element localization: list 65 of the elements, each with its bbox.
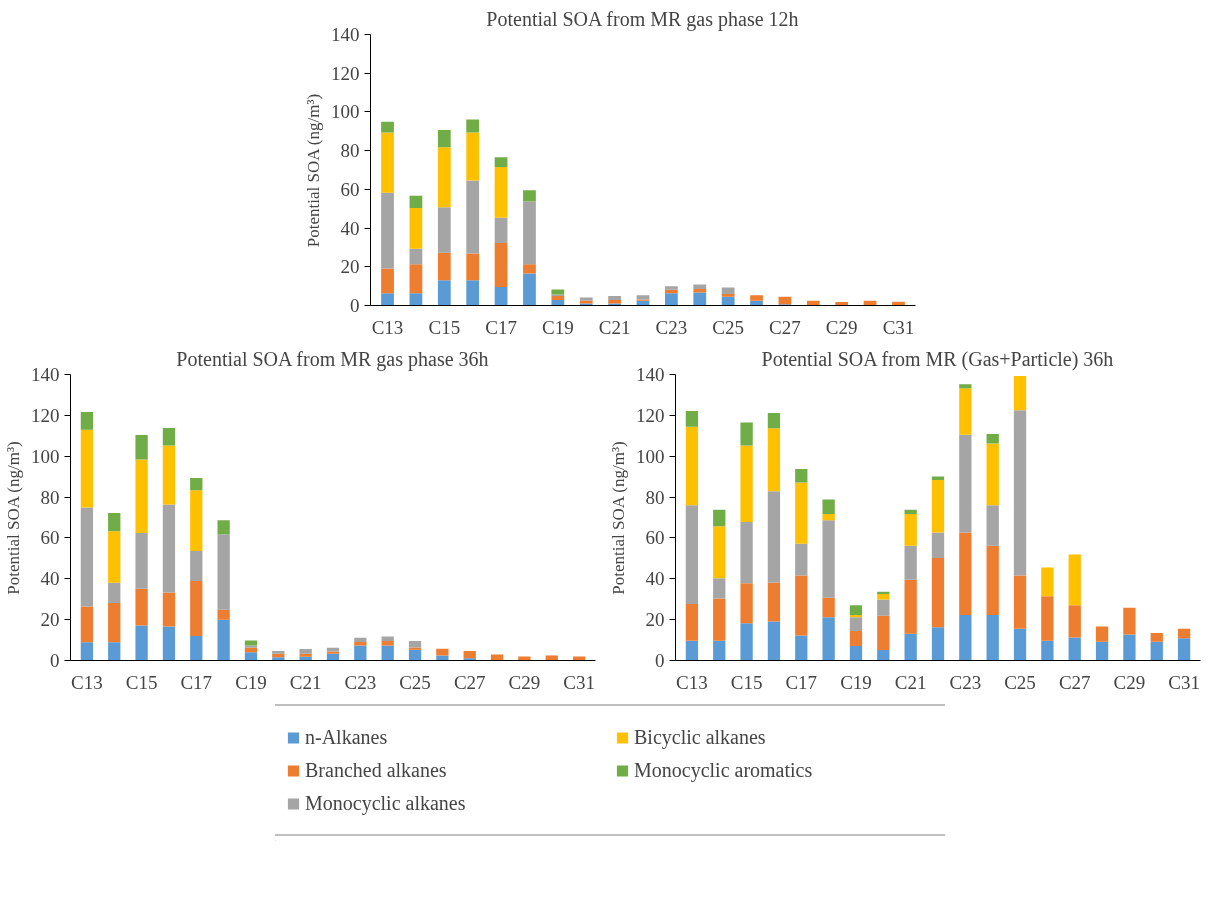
x-tick-label: C29 (825, 316, 858, 338)
x-tick-label: C13 (676, 671, 708, 693)
y-tick-label: 40 (645, 568, 665, 590)
chart-title: Potential SOA from MR gas phase 36h (176, 347, 489, 371)
y-tick-label: 140 (331, 24, 360, 45)
y-tick-label: 80 (645, 486, 665, 508)
x-tick-label: C17 (180, 671, 213, 693)
x-tick-label: C21 (598, 316, 631, 338)
x-tick-label: C27 (769, 316, 801, 338)
x-tick-label: C27 (1058, 671, 1091, 693)
x-tick-label: C25 (399, 671, 431, 693)
x-tick-label: C25 (712, 316, 745, 338)
y-tick-label: 40 (340, 217, 360, 239)
legend-label: Monocyclic aromatics (634, 758, 814, 782)
y-tick-label: 120 (636, 404, 665, 426)
y-tick-label: 100 (331, 101, 360, 123)
x-tick-label: C29 (1113, 671, 1146, 693)
y-tick-label: 140 (31, 364, 60, 385)
x-tick-label: C31 (563, 671, 595, 693)
x-tick-label: C23 (655, 316, 688, 338)
y-tick-label: 60 (40, 527, 60, 549)
x-tick-label: C17 (485, 316, 517, 338)
x-tick-label: C15 (730, 671, 763, 693)
y-tick-label: 60 (340, 178, 360, 200)
y-tick-label: 0 (50, 650, 60, 671)
x-tick-label: C23 (949, 671, 982, 693)
y-tick-label: 80 (40, 486, 60, 508)
x-tick-label: C29 (508, 671, 541, 693)
x-tick-label: C21 (894, 671, 927, 693)
y-tick-label: 80 (340, 140, 360, 162)
y-tick-label: 120 (331, 62, 360, 84)
y-tick-label: 40 (40, 568, 60, 590)
x-tick-label: C13 (71, 671, 103, 693)
y-tick-label: 60 (645, 527, 665, 549)
x-tick-label: C17 (785, 671, 818, 693)
y-tick-label: 20 (40, 609, 60, 631)
x-tick-label: C15 (428, 316, 461, 338)
legend-label: Bicyclic alkanes (634, 725, 767, 749)
y-tick-label: 20 (340, 256, 360, 278)
x-tick-label: C19 (840, 671, 872, 693)
x-tick-label: C31 (882, 316, 915, 338)
chart-title: Potential SOA from MR gas phase 12h (486, 7, 799, 31)
x-tick-label: C31 (1168, 671, 1200, 693)
y-tick-label: 100 (636, 445, 665, 467)
y-tick-label: 120 (31, 404, 60, 426)
y-axis-title: Potential SOA (ng/m³) (4, 441, 23, 595)
y-tick-label: 0 (350, 295, 360, 316)
x-tick-label: C23 (344, 671, 377, 693)
x-tick-label: C27 (453, 671, 486, 693)
y-axis-title: Potential SOA (ng/m³) (609, 441, 628, 595)
x-tick-label: C21 (289, 671, 322, 693)
y-axis-title: Potential SOA (ng/m³) (304, 93, 323, 248)
legend-label: Monocyclic alkanes (305, 791, 467, 815)
x-tick-label: C15 (125, 671, 158, 693)
y-tick-label: 0 (655, 650, 665, 671)
y-tick-label: 100 (31, 445, 60, 467)
chart-title: Potential SOA from MR (Gas+Particle) 36h (761, 347, 1114, 371)
legend-label: Branched alkanes (305, 758, 448, 782)
y-tick-label: 20 (645, 609, 665, 631)
x-tick-label: C19 (542, 316, 574, 338)
y-tick-label: 140 (636, 364, 665, 385)
x-tick-label: C25 (1004, 671, 1036, 693)
legend-label: n-Alkanes (305, 725, 389, 749)
x-tick-label: C13 (371, 316, 404, 338)
x-tick-label: C19 (235, 671, 267, 693)
